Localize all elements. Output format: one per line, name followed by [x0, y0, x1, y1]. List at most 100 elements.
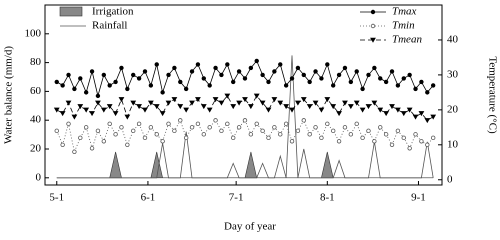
legend-marker	[370, 9, 376, 15]
point	[253, 93, 260, 99]
point	[236, 69, 242, 74]
point	[119, 65, 124, 71]
point	[336, 139, 342, 144]
point	[307, 132, 312, 137]
point	[365, 104, 372, 110]
point	[160, 90, 165, 95]
legend-swatch	[59, 6, 83, 17]
point	[236, 125, 242, 130]
point	[166, 121, 171, 127]
point	[300, 97, 307, 103]
point	[248, 65, 254, 71]
point	[283, 83, 289, 88]
y-tick-label: 0	[36, 171, 42, 183]
point	[336, 111, 342, 117]
point	[430, 114, 437, 120]
point	[113, 79, 118, 85]
point	[230, 104, 237, 110]
point	[312, 100, 319, 106]
point	[348, 132, 354, 137]
point	[295, 100, 301, 106]
point	[236, 100, 242, 106]
point	[178, 79, 183, 85]
point	[289, 76, 295, 81]
point	[366, 128, 371, 134]
y2-axis-label: Temperature (°C)	[486, 56, 498, 134]
point	[406, 107, 413, 113]
point	[265, 107, 272, 113]
point	[171, 97, 178, 103]
point	[131, 128, 136, 134]
point	[125, 86, 130, 92]
y-axis-label: Water balance (mm/d)	[3, 46, 15, 144]
point	[136, 121, 142, 127]
point	[424, 118, 431, 124]
point	[425, 142, 430, 148]
point	[89, 69, 95, 74]
point	[131, 72, 136, 78]
point	[325, 121, 330, 127]
point	[383, 111, 390, 117]
point	[183, 107, 190, 113]
point	[330, 128, 336, 134]
point	[354, 121, 359, 127]
point	[166, 72, 171, 78]
point	[206, 107, 213, 113]
point	[178, 118, 183, 123]
point	[359, 107, 366, 113]
legend-label: Tmean	[392, 34, 422, 46]
point	[112, 111, 119, 117]
point	[95, 100, 101, 106]
point	[142, 107, 148, 113]
point	[107, 83, 112, 88]
point	[360, 135, 365, 141]
y-tick-label: 20	[30, 143, 42, 155]
point	[154, 62, 159, 67]
point	[72, 86, 77, 92]
point	[130, 100, 137, 106]
point	[53, 107, 60, 113]
point	[371, 100, 378, 106]
series-line	[56, 119, 434, 154]
point	[71, 114, 78, 120]
x-tick-label: 7-1	[229, 192, 244, 204]
x-tick-label: 8-1	[320, 192, 335, 204]
point	[231, 79, 236, 85]
point	[389, 69, 395, 74]
point	[394, 107, 401, 113]
point	[119, 125, 124, 130]
point	[195, 62, 201, 67]
y2-tick-label: 20	[447, 103, 459, 115]
point	[189, 69, 195, 74]
x-tick-label: 6-1	[141, 192, 156, 204]
point	[124, 114, 131, 120]
y2-tick-label: 40	[447, 33, 459, 45]
y-tick-label: 40	[30, 114, 42, 126]
point	[154, 132, 159, 137]
x-tick-label: 5-1	[49, 192, 64, 204]
point	[295, 128, 301, 134]
legend-label: Tmin	[392, 20, 415, 32]
point	[301, 118, 306, 123]
point	[354, 69, 359, 74]
point	[83, 90, 89, 95]
point	[318, 107, 325, 113]
point	[401, 76, 406, 81]
point	[389, 142, 395, 148]
point	[83, 125, 89, 130]
point	[225, 62, 230, 67]
point	[289, 107, 295, 113]
point	[295, 65, 301, 71]
point	[272, 69, 277, 74]
point	[377, 107, 384, 113]
point	[378, 125, 383, 130]
point	[260, 128, 265, 134]
point	[183, 135, 189, 141]
point	[383, 79, 389, 85]
point	[260, 72, 265, 78]
point	[407, 146, 412, 151]
point	[100, 107, 107, 113]
point	[306, 104, 313, 110]
point	[324, 97, 331, 103]
point	[254, 121, 259, 127]
